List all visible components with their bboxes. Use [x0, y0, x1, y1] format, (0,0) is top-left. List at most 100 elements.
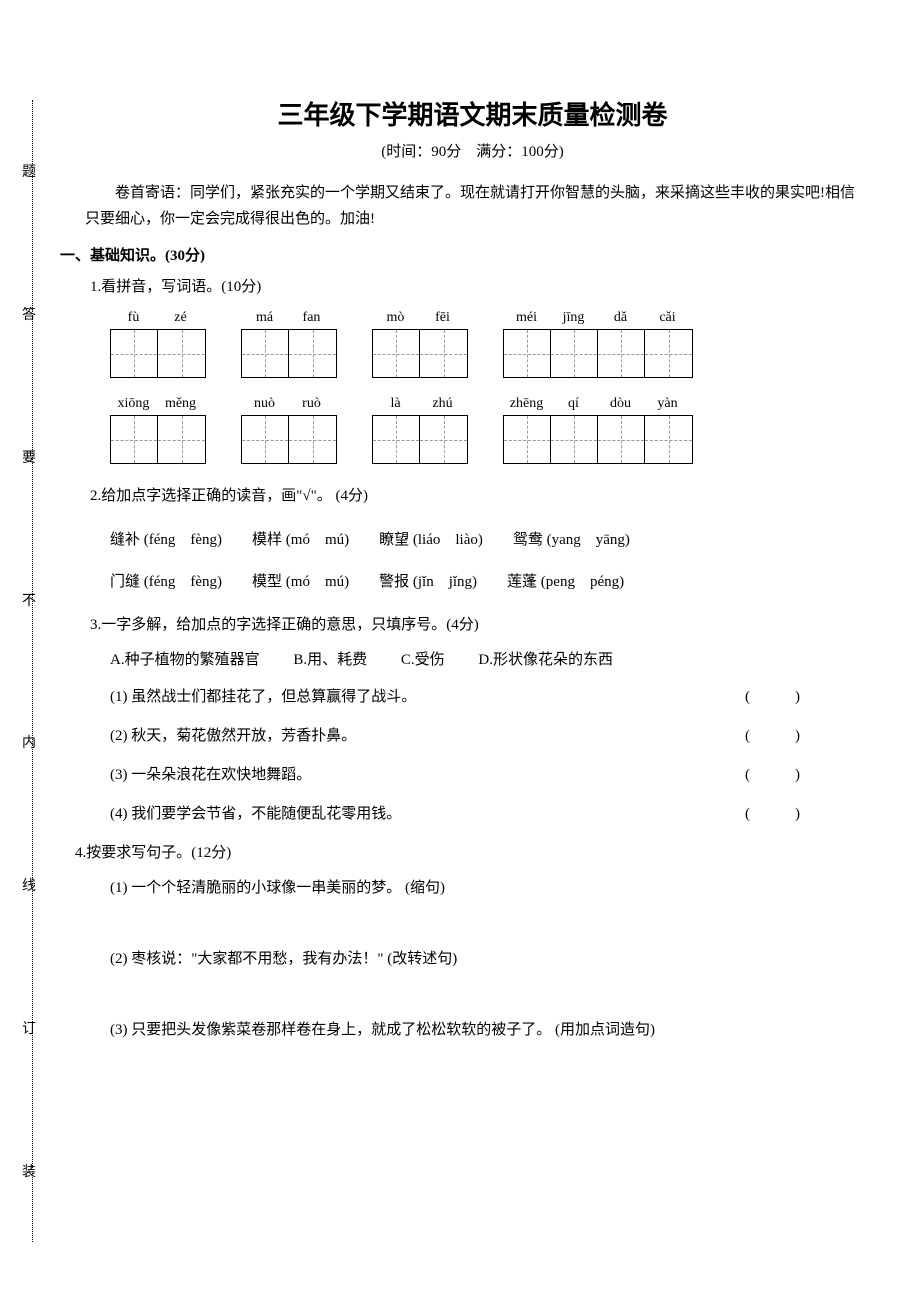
pinyin-syllable: là [372, 396, 419, 412]
answer-blank[interactable]: ( ) [745, 763, 800, 784]
q3-header: 3.一字多解，给加点的字选择正确的意思，只填序号。(4分) [90, 613, 860, 634]
char-box[interactable] [158, 416, 205, 463]
pinyin-group: máfan [241, 310, 337, 378]
char-box[interactable] [111, 416, 158, 463]
q4-item-3: (3) 只要把头发像紫菜卷那样卷在身上，就成了松松软软的被子了。 (用加点词造句… [110, 1018, 860, 1039]
q1-header: 1.看拼音，写词语。(10分) [90, 275, 860, 296]
pinyin-group: nuòruò [241, 396, 337, 464]
pinyin-labels: fùzé [110, 310, 206, 326]
char-box[interactable] [242, 330, 289, 377]
pinyin-labels: zhēngqídòuyàn [503, 396, 693, 412]
char-box[interactable] [289, 330, 336, 377]
pinyin-grid: fùzé máfan mòfēi méijīngdǎcǎi xiōngměng nuòr… [110, 310, 860, 464]
char-box[interactable] [158, 330, 205, 377]
char-box[interactable] [373, 416, 420, 463]
char-box[interactable] [242, 416, 289, 463]
q4-item-2: (2) 枣核说："大家都不用愁，我有办法！" (改转述句) [110, 947, 860, 968]
char-boxes [372, 329, 468, 378]
exam-title: 三年级下学期语文期末质量检测卷 [85, 95, 860, 132]
answer-blank[interactable]: ( ) [745, 724, 800, 745]
preface-text: 卷首寄语：同学们，紧张充实的一个学期又结束了。现在就请打开你智慧的头脑，来采摘这… [85, 181, 860, 232]
char-box[interactable] [373, 330, 420, 377]
pinyin-syllable: fan [288, 310, 335, 326]
pinyin-syllable: nuò [241, 396, 288, 412]
q2-item: 瞭望 (liáo liào) [379, 519, 483, 561]
char-box[interactable] [420, 330, 467, 377]
pinyin-syllable: ruò [288, 396, 335, 412]
q3-item-text: (1) 虽然战士们都挂花了，但总算赢得了战斗。 [110, 685, 416, 706]
answer-blank[interactable]: ( ) [745, 685, 800, 706]
q3-item-1: (1) 虽然战士们都挂花了，但总算赢得了战斗。 ( ) [110, 685, 860, 706]
pinyin-labels: méijīngdǎcǎi [503, 310, 693, 326]
char-box[interactable] [504, 416, 551, 463]
q2-header: 2.给加点字选择正确的读音，画"√"。 (4分) [90, 484, 860, 505]
char-boxes [241, 329, 337, 378]
q3-item-2: (2) 秋天，菊花傲然开放，芳香扑鼻。 ( ) [110, 724, 860, 745]
binding-char: 答 [22, 304, 36, 324]
char-box[interactable] [111, 330, 158, 377]
q4-items: (1) 一个个轻清脆丽的小球像一串美丽的梦。 (缩句) (2) 枣核说："大家都… [110, 876, 860, 1039]
binding-char: 线 [22, 875, 36, 895]
pinyin-syllable: dòu [597, 396, 644, 412]
q2-item: 模样 (mó mú) [252, 519, 349, 561]
q2-line-2: 门缝 (féng fèng) 模型 (mó mú) 警报 (jǐn jǐng) … [110, 561, 860, 603]
pinyin-syllable: fēi [419, 310, 466, 326]
pinyin-row-2: xiōngměng nuòruò làzhú zhēngqídòuyàn [110, 396, 860, 464]
pinyin-syllable: zé [157, 310, 204, 326]
binding-char: 不 [22, 590, 36, 610]
pinyin-labels: xiōngměng [110, 396, 206, 412]
char-box[interactable] [504, 330, 551, 377]
pinyin-labels: nuòruò [241, 396, 337, 412]
char-box[interactable] [645, 330, 692, 377]
pinyin-syllable: fù [110, 310, 157, 326]
pinyin-syllable: mò [372, 310, 419, 326]
q3-item-text: (4) 我们要学会节省，不能随便乱花零用钱。 [110, 802, 401, 823]
q3-option-b: B.用、耗费 [293, 652, 367, 668]
pinyin-syllable: zhēng [503, 396, 550, 412]
q2-item: 警报 (jǐn jǐng) [379, 561, 477, 603]
char-box[interactable] [551, 330, 598, 377]
binding-char: 内 [22, 732, 36, 752]
pinyin-syllable: měng [157, 396, 204, 412]
pinyin-group: mòfēi [372, 310, 468, 378]
pinyin-syllable: yàn [644, 396, 691, 412]
binding-char: 要 [22, 447, 36, 467]
pinyin-syllable: má [241, 310, 288, 326]
binding-char: 订 [22, 1018, 36, 1038]
binding-char: 装 [22, 1161, 36, 1181]
q3-item-4: (4) 我们要学会节省，不能随便乱花零用钱。 ( ) [110, 802, 860, 823]
pinyin-syllable: dǎ [597, 310, 644, 326]
char-boxes [503, 329, 693, 378]
pinyin-syllable: jīng [550, 310, 597, 326]
q2-item: 门缝 (féng fèng) [110, 561, 222, 603]
section-1-header: 一、基础知识。(30分) [60, 244, 860, 265]
pinyin-syllable: cǎi [644, 310, 691, 326]
q2-item: 缝补 (féng fèng) [110, 519, 222, 561]
pinyin-labels: máfan [241, 310, 337, 326]
char-box[interactable] [645, 416, 692, 463]
q3-option-d: D.形状像花朵的东西 [478, 652, 613, 668]
q2-content: 缝补 (féng fèng) 模样 (mó mú) 瞭望 (liáo liào)… [110, 519, 860, 603]
char-box[interactable] [420, 416, 467, 463]
char-box[interactable] [551, 416, 598, 463]
q3-item-3: (3) 一朵朵浪花在欢快地舞蹈。 ( ) [110, 763, 860, 784]
q3-options: A.种子植物的繁殖器官 B.用、耗费 C.受伤 D.形状像花朵的东西 [110, 648, 860, 669]
char-box[interactable] [598, 330, 645, 377]
char-boxes [503, 415, 693, 464]
pinyin-group: zhēngqídòuyàn [503, 396, 693, 464]
pinyin-row-1: fùzé máfan mòfēi méijīngdǎcǎi [110, 310, 860, 378]
q3-option-c: C.受伤 [401, 652, 445, 668]
char-boxes [241, 415, 337, 464]
q3-option-a: A.种子植物的繁殖器官 [110, 652, 260, 668]
pinyin-syllable: qí [550, 396, 597, 412]
answer-blank[interactable]: ( ) [745, 802, 800, 823]
char-box[interactable] [598, 416, 645, 463]
q4-header: 4.按要求写句子。(12分) [75, 841, 860, 862]
char-boxes [372, 415, 468, 464]
q3-item-text: (3) 一朵朵浪花在欢快地舞蹈。 [110, 763, 311, 784]
pinyin-labels: làzhú [372, 396, 468, 412]
pinyin-group: xiōngměng [110, 396, 206, 464]
char-box[interactable] [289, 416, 336, 463]
q2-item: 莲蓬 (peng péng) [507, 561, 624, 603]
char-boxes [110, 329, 206, 378]
